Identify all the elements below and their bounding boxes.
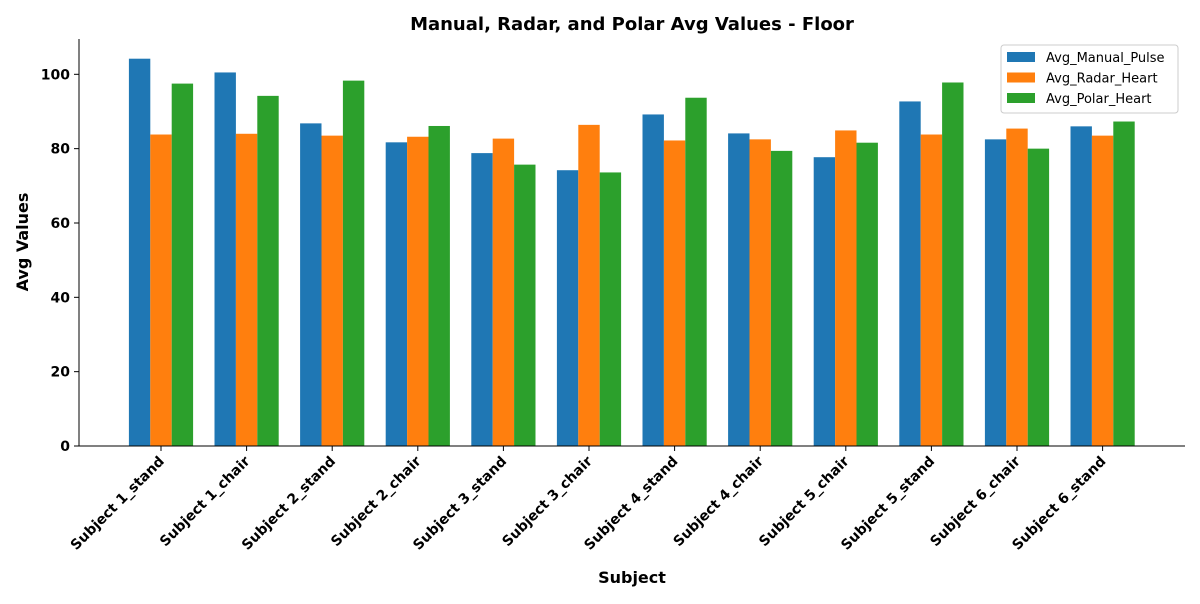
bar-Avg_Polar_Heart-4 [514,164,536,446]
bar-Avg_Polar_Heart-3 [428,125,450,446]
bar-Avg_Radar_Heart-2 [321,135,343,446]
bar-Avg_Manual_Pulse-1 [214,72,236,446]
legend: Avg_Manual_Pulse Avg_Radar_Heart Avg_Polar… [1000,44,1179,114]
x-axis-label: Subject [598,568,666,587]
legend-swatch-Avg_Manual_Pulse [1007,52,1035,62]
x-tick-label: Subject 5_chair [756,453,853,550]
bar-Avg_Polar_Heart-6 [685,97,707,446]
legend-label-Avg_Polar_Heart: Avg_Polar_Heart [1046,92,1152,107]
bar-Avg_Manual_Pulse-11 [1070,126,1092,446]
x-tick-label: Subject 3_stand [410,454,510,554]
bar-Avg_Polar_Heart-5 [599,172,622,446]
axes-layer [78,39,1185,447]
bar-Avg_Polar_Heart-11 [1113,121,1135,447]
bar-Avg_Polar_Heart-9 [942,82,964,447]
bar-Avg_Polar_Heart-10 [1027,148,1050,446]
y-ticks: 0 20 40 60 80 100 [41,67,79,455]
bar-Avg_Polar_Heart-0 [171,83,194,446]
legend-swatch-Avg_Radar_Heart [1007,72,1035,83]
bar-Avg_Radar_Heart-11 [1091,135,1114,446]
bar-Avg_Manual_Pulse-8 [813,157,836,446]
bar-Avg_Radar_Heart-10 [1006,128,1028,446]
bar-Avg_Manual_Pulse-3 [385,142,408,446]
bar-Avg_Manual_Pulse-0 [128,58,151,446]
x-tick-label: Subject 5_stand [838,454,938,554]
y-tick-label: 60 [51,216,71,232]
legend-items: Avg_Manual_Pulse Avg_Radar_Heart Avg_Polar… [1007,51,1165,107]
x-tick-label: Subject 4_stand [581,454,681,554]
bars-layer [128,58,1135,447]
bar-Avg_Radar_Heart-1 [235,133,258,446]
bar-Avg_Polar_Heart-8 [856,142,878,446]
x-tick-label: Subject 1_stand [68,454,168,554]
bar-Avg_Manual_Pulse-7 [728,133,750,446]
x-tick-label: Subject 2_stand [239,454,339,554]
y-tick-label: 100 [41,67,70,83]
legend-label-Avg_Manual_Pulse: Avg_Manual_Pulse [1046,51,1165,66]
bar-Avg_Polar_Heart-2 [342,80,365,446]
y-axis-label: Avg Values [13,193,32,292]
x-tick-label: Subject 6_stand [1009,454,1109,554]
x-tick-label: Subject 2_chair [328,453,425,550]
bar-Avg_Polar_Heart-7 [770,150,793,446]
x-tick-label: Subject 6_chair [927,453,1024,550]
bar-Avg_Radar_Heart-6 [663,140,686,446]
bar-Avg_Radar_Heart-9 [920,134,943,446]
bar-Avg_Radar_Heart-7 [749,139,771,447]
bar-Avg_Manual_Pulse-9 [899,101,921,446]
y-tick-label: 80 [51,142,71,158]
bar-Avg_Radar_Heart-3 [407,136,429,446]
chart-title: Manual, Radar, and Polar Avg Values - Fl… [410,14,854,35]
bar-Avg_Manual_Pulse-4 [471,153,493,447]
y-tick-label: 0 [60,439,70,455]
bar-Avg_Manual_Pulse-2 [300,123,322,447]
bar-Avg_Radar_Heart-8 [835,130,857,446]
legend-label-Avg_Radar_Heart: Avg_Radar_Heart [1046,72,1158,87]
x-tick-label: Subject 3_chair [499,453,596,550]
y-tick-label: 20 [51,365,71,381]
bar-Avg_Radar_Heart-5 [578,124,600,447]
bar-Avg_Radar_Heart-0 [150,134,172,446]
bar-Avg_Polar_Heart-1 [257,95,279,447]
y-tick-label: 40 [51,290,71,306]
bar-Avg_Manual_Pulse-10 [984,139,1007,447]
bar-Avg_Manual_Pulse-5 [556,170,579,446]
bar-Avg_Radar_Heart-4 [492,138,515,447]
x-tick-label: Subject 1_chair [157,453,254,550]
x-tick-label: Subject 4_chair [671,453,768,550]
legend-swatch-Avg_Polar_Heart [1007,93,1035,103]
legend-frame [1000,44,1179,114]
bar-Avg_Manual_Pulse-6 [642,114,664,446]
